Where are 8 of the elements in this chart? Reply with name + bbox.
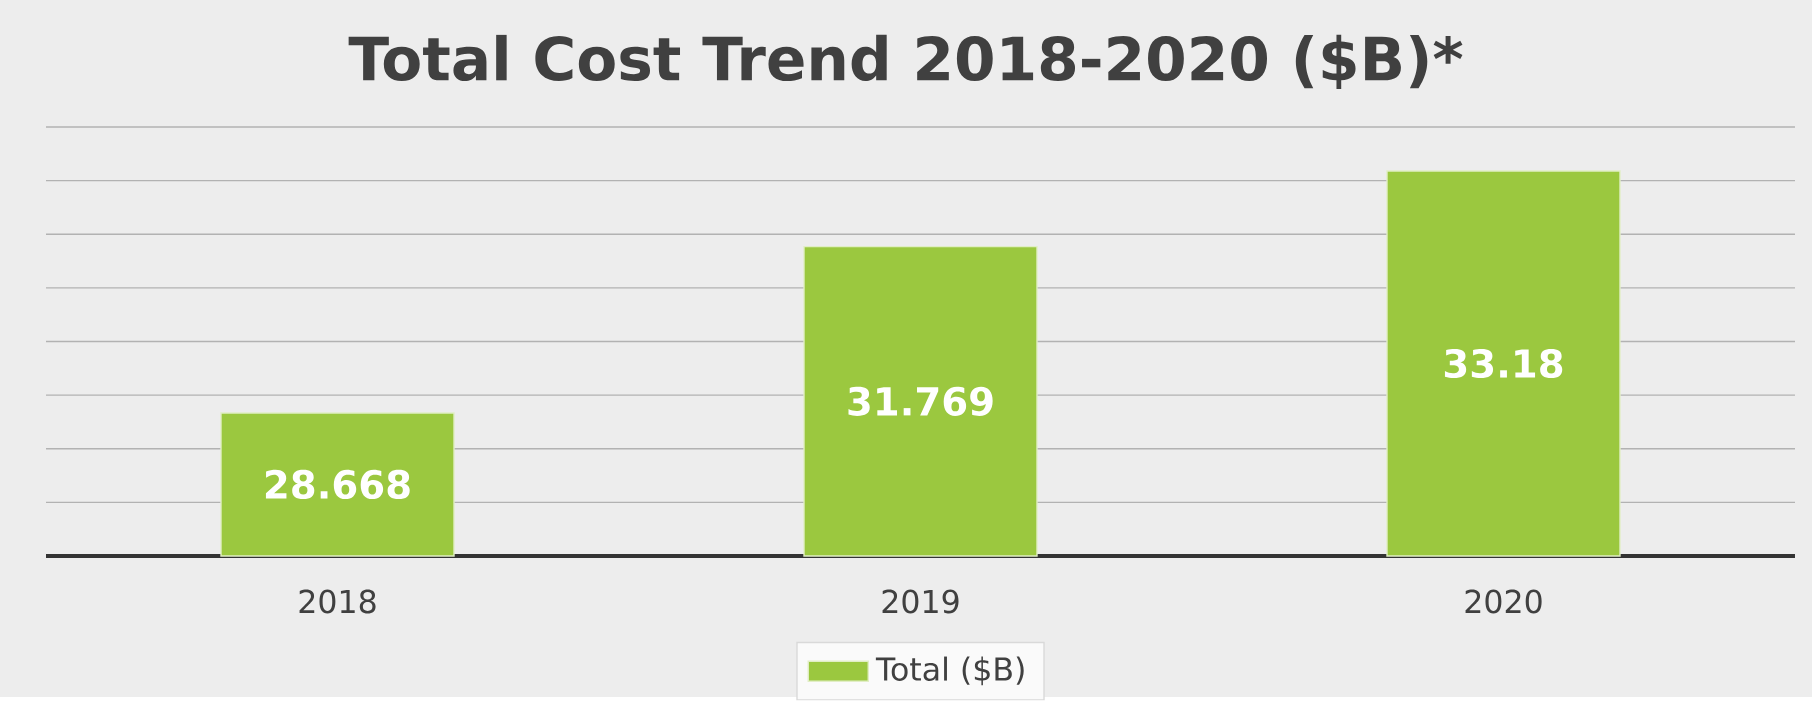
x-tick-label: 2019	[882, 589, 959, 614]
chart-title: Total Cost Trend 2018-2020 ($B)*	[348, 35, 1463, 90]
data-label: 31.769	[848, 386, 993, 417]
data-label: 33.18	[1444, 349, 1563, 379]
x-tick-label: 2020	[1465, 589, 1542, 614]
x-tick-label: 2018	[299, 589, 376, 614]
legend-label: Total ($B)	[875, 656, 1024, 686]
data-label: 28.668	[265, 470, 410, 500]
